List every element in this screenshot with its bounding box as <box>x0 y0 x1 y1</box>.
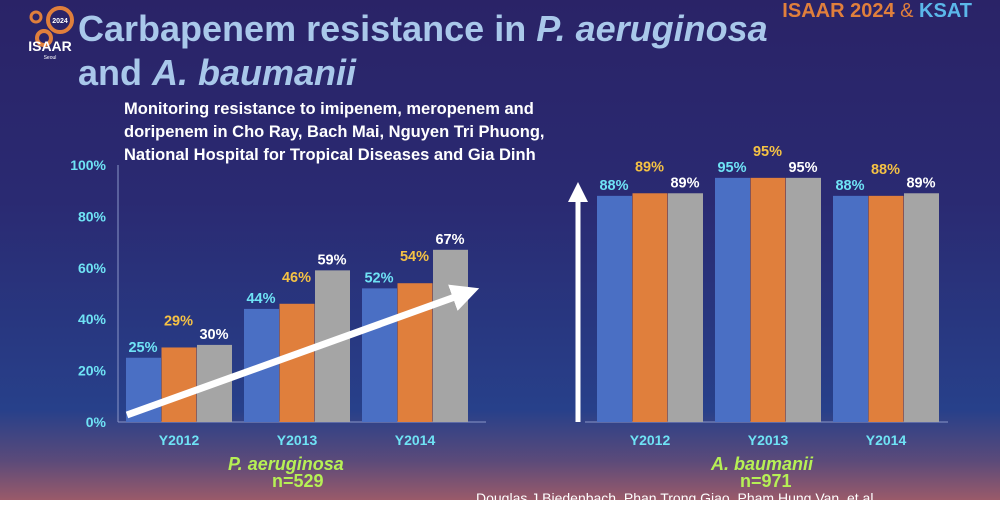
data-label: 67% <box>435 232 464 248</box>
data-label: 89% <box>906 175 935 191</box>
bar <box>161 347 197 422</box>
x-tick-label: Y2014 <box>395 432 436 448</box>
data-label: 88% <box>599 178 628 194</box>
bar <box>833 195 868 422</box>
title-text: and <box>78 52 153 93</box>
y-tick-label: 40% <box>78 311 107 327</box>
logo-ring <box>46 6 74 34</box>
bar <box>279 303 315 422</box>
n-label-left: n=529 <box>272 471 324 491</box>
x-tick-label: Y2012 <box>159 432 200 448</box>
data-label: 30% <box>199 327 228 343</box>
logo-year: 2024 <box>52 18 68 25</box>
n-label-right: n=971 <box>740 471 792 491</box>
data-label: 52% <box>364 270 393 286</box>
y-tick-label: 80% <box>78 208 107 224</box>
logo-ring <box>35 29 53 47</box>
y-tick-label: 0% <box>86 414 107 430</box>
title-line-1: Carbapenem resistance in P. aeruginosa <box>78 8 768 50</box>
data-label: 88% <box>835 178 864 194</box>
x-tick-label: Y2013 <box>277 432 318 448</box>
data-label: 89% <box>635 159 664 175</box>
brand-ksat: KSAT <box>919 0 972 22</box>
data-label: 95% <box>717 160 746 176</box>
bar <box>786 177 821 422</box>
data-label: 59% <box>317 252 346 268</box>
title-line-2: and A. baumanii <box>78 52 356 94</box>
species-label-right: A. baumanii <box>711 454 814 474</box>
citation: Douglas J Biedenbach, Phan Trong Giao, P… <box>476 490 874 506</box>
trend-arrow <box>125 284 480 419</box>
data-label: 95% <box>788 160 817 176</box>
bar <box>868 195 904 422</box>
x-tick-label: Y2012 <box>630 432 671 448</box>
bar <box>362 288 397 422</box>
title-species: A. baumanii <box>152 52 357 93</box>
data-label: 25% <box>128 340 157 356</box>
species-label-left: P. aeruginosa <box>228 454 344 474</box>
bar <box>715 177 750 422</box>
data-label: 88% <box>871 162 900 178</box>
bar <box>433 249 468 422</box>
bar <box>668 193 703 422</box>
logo-city: Seoul <box>44 55 57 61</box>
y-tick-label: 20% <box>78 363 107 379</box>
title-text: Carbapenem resistance in <box>78 8 537 49</box>
y-tick-label: 60% <box>78 260 107 276</box>
title-species: P. aeruginosa <box>536 8 768 49</box>
data-label: 46% <box>282 270 311 286</box>
bar <box>750 177 786 422</box>
y-tick-label: 100% <box>70 157 106 173</box>
x-tick-label: Y2013 <box>748 432 789 448</box>
data-label: 29% <box>164 313 193 329</box>
bar <box>632 193 668 422</box>
logo-ring <box>29 10 43 24</box>
brand: ISAAR 2024 & KSAT <box>782 0 972 23</box>
x-tick-label: Y2014 <box>866 432 907 448</box>
data-label: 95% <box>753 144 782 160</box>
brand-amp: & <box>894 0 920 22</box>
data-label: 44% <box>246 291 275 307</box>
logo-name: ISAAR <box>28 38 72 54</box>
subtitle: Monitoring resistance to imipenem, merop… <box>124 100 545 164</box>
bar <box>904 193 939 422</box>
data-label: 89% <box>670 175 699 191</box>
bar <box>597 195 632 422</box>
isaar-logo: 2024 ISAAR Seoul <box>28 6 74 61</box>
data-label: 54% <box>400 249 429 265</box>
brand-isaar: ISAAR 2024 <box>782 0 895 22</box>
